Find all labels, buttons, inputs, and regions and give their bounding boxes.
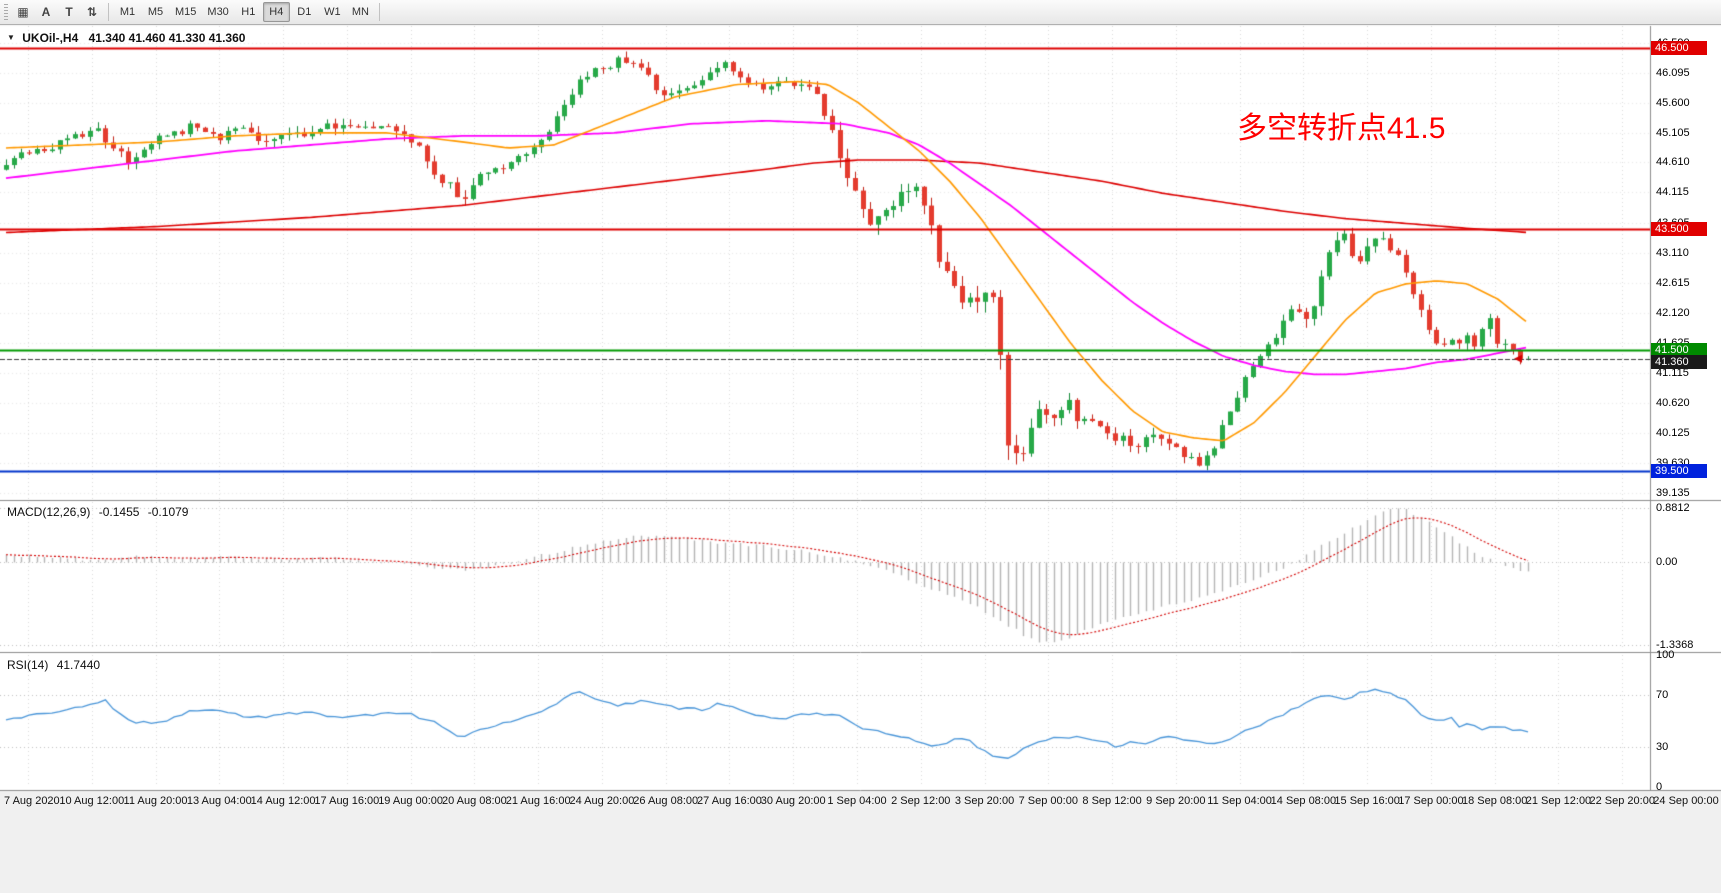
price-axis[interactable]	[1651, 26, 1721, 791]
annotate-icon[interactable]: A	[35, 2, 57, 22]
toolbar-icon-group: ▦ A T ⇅	[12, 2, 103, 22]
toolbar-grip[interactable]	[4, 4, 8, 20]
toolbar: ▦ A T ⇅ M1 M5 M15 M30 H1 H4 D1 W1 MN	[0, 0, 1721, 25]
timeframe-button-m1[interactable]: M1	[114, 2, 141, 22]
chart-annotation-text[interactable]: 多空转折点41.5	[1237, 112, 1446, 145]
chart-type-icon[interactable]: ▦	[12, 2, 34, 22]
toolbar-separator	[378, 3, 380, 21]
timeframe-button-mn[interactable]: MN	[347, 2, 374, 22]
collapse-arrow-icon[interactable]: ▼	[7, 33, 15, 42]
timeframe-button-m30[interactable]: M30	[202, 2, 233, 22]
timeframe-button-group: M1 M5 M15 M30 H1 H4 D1 W1 MN	[114, 2, 374, 22]
toolbar-separator	[108, 3, 109, 21]
timeframe-button-h4[interactable]: H4	[262, 2, 290, 22]
timeframe-button-w1[interactable]: W1	[319, 2, 346, 22]
timeframe-button-m15[interactable]: M15	[170, 2, 201, 22]
timeframe-button-h1[interactable]: H1	[235, 2, 262, 22]
auto-shift-icon[interactable]: ⇅	[81, 2, 103, 22]
timeframe-button-m5[interactable]: M5	[142, 2, 169, 22]
text-label-icon[interactable]: T	[58, 2, 80, 22]
timeframe-button-d1[interactable]: D1	[291, 2, 318, 22]
time-axis[interactable]	[0, 791, 1721, 815]
